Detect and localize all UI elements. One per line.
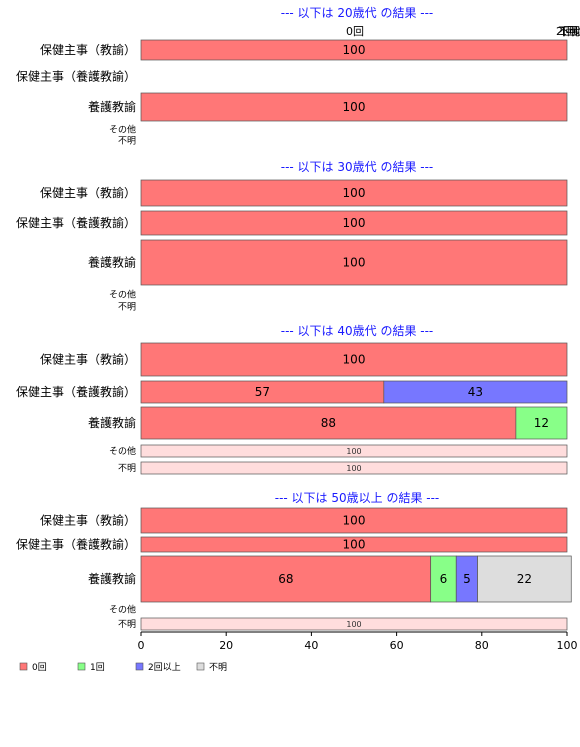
bar-value-label: 88: [321, 416, 336, 430]
x-tick-label: 100: [557, 639, 578, 652]
bar-value-label: 100: [343, 216, 366, 230]
bar-segment: [140, 39, 568, 61]
category-label: その他: [109, 604, 136, 616]
category-label: 養護教諭: [88, 415, 136, 430]
legend-swatch: [196, 662, 205, 671]
top-series-label: 0回: [346, 25, 364, 38]
bar-segment: [140, 536, 568, 553]
bar-segment: [140, 555, 432, 603]
category-label: 保健主事（養護教諭）: [16, 384, 136, 399]
legend-swatch: [135, 662, 144, 671]
category-label: 保健主事（教諭）: [40, 513, 136, 528]
bar-segment: [477, 555, 572, 603]
legend-swatch: [77, 662, 86, 671]
category-label: その他: [109, 289, 136, 301]
bar-segment: [515, 406, 568, 440]
group-title: --- 以下は 50歳以上 の結果 ---: [275, 491, 440, 505]
group-title: --- 以下は 30歳代 の結果 ---: [281, 160, 434, 174]
category-label: 不明: [118, 619, 136, 630]
category-label: 保健主事（養護教諭）: [16, 215, 136, 230]
legend-swatch: [19, 662, 28, 671]
top-series-label: 1回: [560, 25, 578, 38]
top-series-label: 不明: [558, 25, 580, 38]
category-label: 養護教諭: [88, 571, 136, 586]
bar-segment: [140, 239, 568, 286]
category-label: その他: [109, 124, 136, 136]
bar-segment: [140, 444, 568, 458]
bar-value-label: 100: [346, 620, 361, 629]
category-label: 不明: [118, 302, 136, 313]
bar-value-label: 43: [468, 385, 483, 399]
bar-value-label: 100: [346, 464, 361, 473]
group-title: --- 以下は 20歳代 の結果 ---: [281, 6, 434, 20]
category-label: 不明: [118, 136, 136, 147]
group-title: --- 以下は 40歳代 の結果 ---: [281, 324, 434, 338]
bar-value-label: 57: [255, 385, 270, 399]
category-label: 養護教諭: [88, 99, 136, 114]
x-tick-label: 20: [219, 639, 233, 652]
bar-segment: [140, 342, 568, 377]
legend-label: 1回: [90, 662, 105, 673]
bar-value-label: 100: [343, 186, 366, 200]
category-label: 保健主事（教諭）: [40, 42, 136, 57]
bar-segment: [140, 179, 568, 207]
category-label: 保健主事（養護教諭）: [16, 69, 136, 84]
bar-segment: [383, 380, 568, 404]
legend-label: 不明: [209, 662, 227, 673]
category-label: 不明: [118, 463, 136, 474]
bar-value-label: 100: [343, 538, 366, 552]
bar-value-label: 22: [517, 572, 532, 586]
category-label: 保健主事（養護教諭）: [16, 537, 136, 552]
category-label: 保健主事（教諭）: [40, 352, 136, 367]
category-label: 養護教諭: [88, 255, 136, 270]
bar-value-label: 5: [463, 572, 471, 586]
x-tick-label: 40: [304, 639, 318, 652]
bar-value-label: 100: [346, 447, 361, 456]
category-label: その他: [109, 445, 136, 457]
bar-segment: [140, 617, 568, 631]
bar-value-label: 68: [278, 572, 293, 586]
bar-value-label: 100: [343, 353, 366, 367]
x-tick-label: 60: [390, 639, 404, 652]
x-tick-label: 0: [138, 639, 145, 652]
top-series-label: 2回以上: [556, 25, 580, 38]
bar-segment: [430, 555, 457, 603]
x-tick-label: 80: [475, 639, 489, 652]
legend-label: 2回以上: [148, 662, 181, 673]
bar-value-label: 100: [343, 100, 366, 114]
bar-value-label: 12: [534, 416, 549, 430]
bar-segment: [140, 92, 568, 122]
bar-segment: [140, 507, 568, 534]
bar-segment: [140, 461, 568, 475]
bar-segment: [140, 406, 517, 440]
bar-value-label: 6: [440, 572, 448, 586]
bar-segment: [140, 210, 568, 236]
bar-value-label: 100: [343, 256, 366, 270]
legend-label: 0回: [32, 662, 47, 673]
category-label: 保健主事（教諭）: [40, 185, 136, 200]
bar-value-label: 100: [343, 43, 366, 57]
bar-value-label: 100: [343, 514, 366, 528]
